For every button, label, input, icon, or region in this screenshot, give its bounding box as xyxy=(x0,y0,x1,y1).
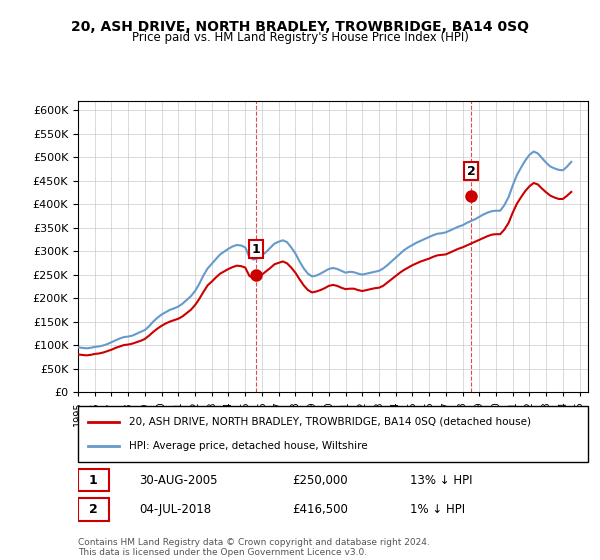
Text: 13% ↓ HPI: 13% ↓ HPI xyxy=(409,474,472,487)
Text: 1: 1 xyxy=(252,243,261,256)
FancyBboxPatch shape xyxy=(78,406,588,462)
Text: 20, ASH DRIVE, NORTH BRADLEY, TROWBRIDGE, BA14 0SQ: 20, ASH DRIVE, NORTH BRADLEY, TROWBRIDGE… xyxy=(71,20,529,34)
Text: £416,500: £416,500 xyxy=(292,503,348,516)
Text: 2: 2 xyxy=(467,165,475,178)
Text: 04-JUL-2018: 04-JUL-2018 xyxy=(139,503,211,516)
Text: 30-AUG-2005: 30-AUG-2005 xyxy=(139,474,218,487)
Text: 1% ↓ HPI: 1% ↓ HPI xyxy=(409,503,464,516)
Text: 2: 2 xyxy=(89,503,98,516)
Text: HPI: Average price, detached house, Wiltshire: HPI: Average price, detached house, Wilt… xyxy=(129,441,368,451)
FancyBboxPatch shape xyxy=(78,498,109,521)
Text: 20, ASH DRIVE, NORTH BRADLEY, TROWBRIDGE, BA14 0SQ (detached house): 20, ASH DRIVE, NORTH BRADLEY, TROWBRIDGE… xyxy=(129,417,531,427)
Text: 1: 1 xyxy=(89,474,98,487)
Text: Contains HM Land Registry data © Crown copyright and database right 2024.
This d: Contains HM Land Registry data © Crown c… xyxy=(78,538,430,557)
Text: £250,000: £250,000 xyxy=(292,474,348,487)
Text: Price paid vs. HM Land Registry's House Price Index (HPI): Price paid vs. HM Land Registry's House … xyxy=(131,31,469,44)
FancyBboxPatch shape xyxy=(78,469,109,491)
